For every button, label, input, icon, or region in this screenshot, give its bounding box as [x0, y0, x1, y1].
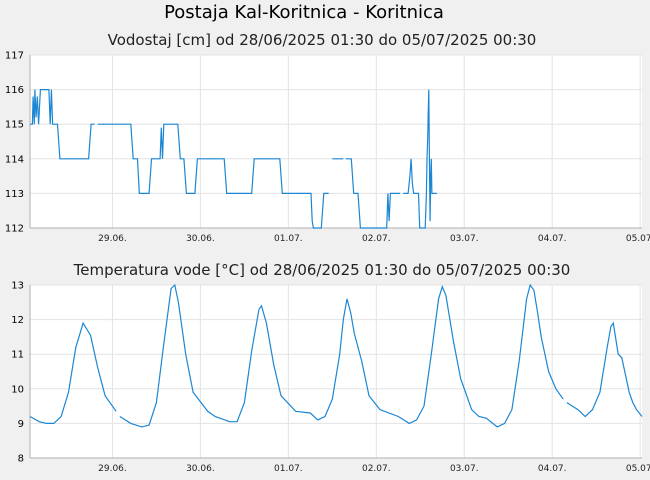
y-tick-label: 115: [5, 120, 24, 131]
x-tick-label: 05.07.: [626, 464, 650, 474]
plot-area: [30, 55, 642, 228]
y-tick-label: 117: [5, 51, 24, 62]
x-tick-label: 01.07.: [274, 464, 303, 474]
y-tick-label: 12: [11, 315, 24, 326]
panel-title: Vodostaj [cm] od 28/06/2025 01:30 do 05/…: [108, 31, 537, 49]
series-line: [30, 89, 437, 229]
x-tick-label: 04.07.: [538, 464, 567, 474]
y-tick-label: 13: [11, 281, 24, 292]
x-tick-label: 03.07.: [450, 464, 479, 474]
plot-area: [30, 285, 642, 458]
series-line: [29, 283, 643, 428]
x-tick-label: 29.06.: [98, 234, 127, 244]
water-level-panel: Vodostaj [cm] od 28/06/2025 01:30 do 05/…: [5, 31, 650, 244]
x-tick-label: 02.07.: [362, 234, 391, 244]
panel-title: Temperatura vode [°C] od 28/06/2025 01:3…: [73, 261, 571, 279]
y-tick-label: 8: [18, 454, 24, 465]
water-temperature-panel: Temperatura vode [°C] od 28/06/2025 01:3…: [11, 261, 650, 474]
y-tick-label: 11: [11, 350, 24, 361]
x-tick-label: 29.06.: [98, 464, 127, 474]
x-tick-label: 30.06.: [186, 234, 215, 244]
x-tick-label: 05.07.: [626, 234, 650, 244]
x-tick-label: 30.06.: [186, 464, 215, 474]
y-tick-label: 113: [5, 189, 24, 200]
x-tick-label: 02.07.: [362, 464, 391, 474]
main-title: Postaja Kal-Koritnica - Koritnica: [164, 2, 444, 23]
x-tick-label: 03.07.: [450, 234, 479, 244]
x-tick-label: 04.07.: [538, 234, 567, 244]
y-tick-label: 10: [11, 384, 24, 395]
y-tick-label: 116: [5, 85, 24, 96]
y-tick-label: 114: [5, 154, 24, 165]
x-tick-label: 01.07.: [274, 234, 303, 244]
y-tick-label: 112: [5, 224, 24, 235]
y-tick-label: 9: [18, 419, 24, 430]
